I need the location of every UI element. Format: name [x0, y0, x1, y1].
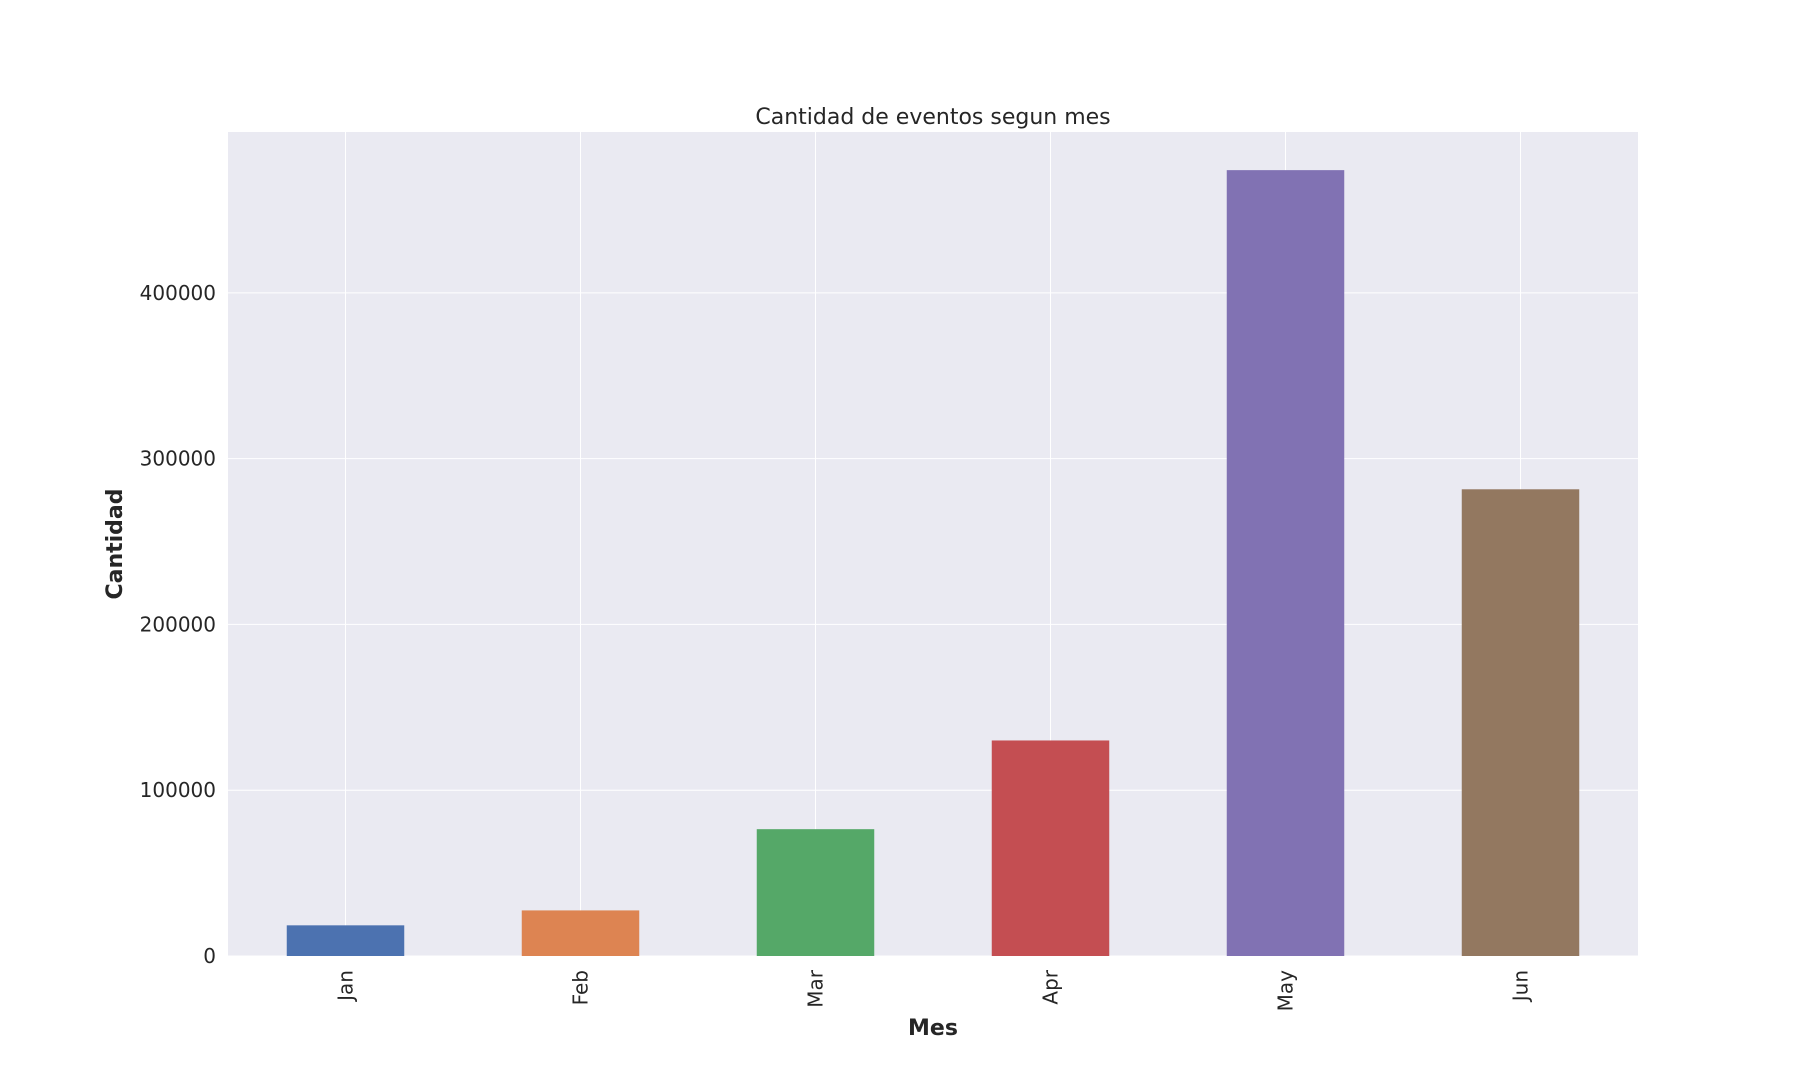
bar-jun: [1461, 489, 1580, 956]
x-tick-label: Jan: [334, 970, 358, 1003]
y-tick-label: 400000: [140, 281, 216, 305]
y-tick-labels: 0 100000 200000 300000 400000: [140, 281, 216, 968]
x-tick-label: Apr: [1039, 969, 1063, 1004]
chart-title: Cantidad de eventos segun mes: [755, 105, 1110, 130]
bar-may: [1226, 170, 1345, 956]
y-tick-label: 100000: [140, 778, 216, 802]
x-tick-label: May: [1274, 970, 1298, 1012]
x-tick-label: Jun: [1509, 970, 1533, 1003]
plot-area: [228, 132, 1638, 956]
bars: [286, 170, 1580, 956]
bar-mar: [756, 829, 875, 956]
x-tick-label: Feb: [569, 970, 593, 1005]
bar-apr: [991, 740, 1110, 956]
y-tick-label: 200000: [140, 612, 216, 636]
y-tick-label: 300000: [140, 447, 216, 471]
x-tick-labels: Jan Feb Mar Apr May Jun: [334, 969, 1533, 1011]
y-axis-label: Cantidad: [103, 488, 128, 599]
x-axis-label: Mes: [908, 1016, 958, 1041]
y-tick-label: 0: [203, 944, 216, 968]
bar-jan: [286, 925, 405, 956]
bar-feb: [521, 910, 640, 956]
x-tick-label: Mar: [804, 969, 828, 1008]
